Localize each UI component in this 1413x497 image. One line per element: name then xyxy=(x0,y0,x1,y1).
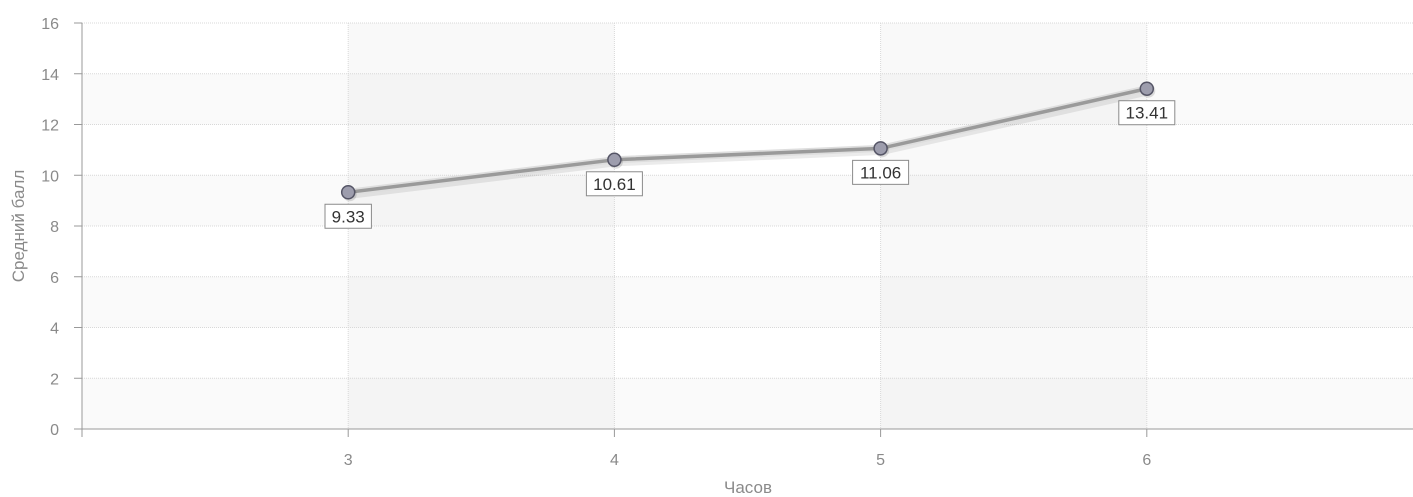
plot-bands xyxy=(82,73,1413,429)
y-tick-label: 4 xyxy=(50,321,59,338)
data-label-box xyxy=(1118,100,1176,126)
axes xyxy=(74,22,1413,437)
point-marker xyxy=(873,141,888,156)
data-label-box xyxy=(852,159,910,185)
data-label: 10.61 xyxy=(593,175,636,194)
x-axis-title: Часов xyxy=(724,478,772,497)
data-label: 13.41 xyxy=(1126,104,1169,123)
series-layer xyxy=(344,85,1153,199)
y-axis-title: Средний балл xyxy=(9,170,28,282)
data-label: 9.33 xyxy=(332,207,365,226)
data-label: 11.06 xyxy=(860,163,901,182)
markers-layer xyxy=(340,81,1156,202)
point-marker xyxy=(607,152,622,168)
data-labels-layer: 9.33 10.61 11.06 13.41 xyxy=(324,100,1176,229)
x-tick-label: 4 xyxy=(610,452,619,469)
h-band xyxy=(82,378,1413,429)
y-tick-label: 2 xyxy=(50,371,59,388)
h-band xyxy=(82,73,1413,125)
y-tick-label: 6 xyxy=(50,270,59,287)
y-tick-label: 10 xyxy=(41,168,59,185)
y-tick-label: 16 xyxy=(41,16,59,33)
y-tick-labels: 0 2 4 6 8 10 12 14 16 xyxy=(41,16,59,439)
h-band xyxy=(82,175,1413,226)
point-marker xyxy=(340,185,356,200)
y-tick-label: 12 xyxy=(41,118,59,135)
h-band xyxy=(82,276,1413,328)
x-tick-label: 3 xyxy=(344,452,353,469)
point-marker xyxy=(1139,81,1155,96)
y-tick-label: 0 xyxy=(50,422,59,439)
data-label-box xyxy=(585,171,643,197)
x-tick-label: 5 xyxy=(876,452,885,469)
series-line xyxy=(346,86,1149,195)
data-label-box xyxy=(324,203,372,229)
y-tick-label: 8 xyxy=(50,219,59,236)
x-tick-label: 6 xyxy=(1142,452,1151,469)
x-tick-labels: 3 4 5 6 xyxy=(344,452,1152,469)
y-tick-label: 14 xyxy=(41,67,59,84)
